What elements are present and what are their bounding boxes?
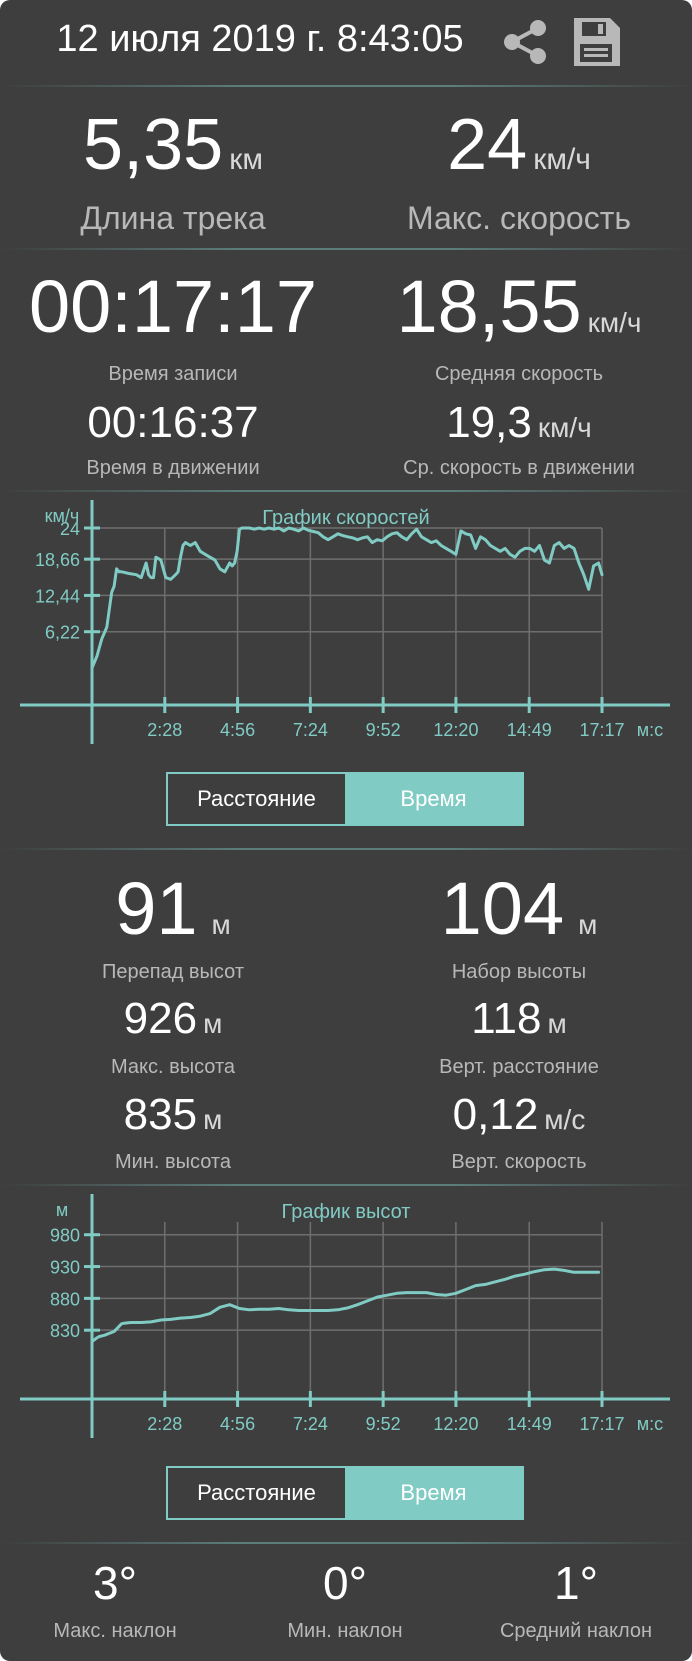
altitude-chart-time-button[interactable]: Время: [345, 1468, 522, 1518]
x-tick-label: 17:17: [579, 1414, 624, 1434]
divider: [0, 248, 692, 250]
series-line: [90, 526, 604, 670]
moving-avg-speed-stat: 19,3 км/ч: [346, 398, 692, 448]
max-altitude-label: Макс. высота: [110, 1056, 236, 1078]
x-tick-label: 14:49: [507, 1414, 552, 1434]
x-tick-label: 9:52: [366, 720, 401, 740]
x-tick-label: 4:56: [220, 720, 255, 740]
max-speed-label: Макс. скорость: [406, 200, 632, 236]
divider: [0, 848, 692, 850]
y-tick-label: 24: [60, 519, 80, 539]
moving-avg-speed-label: Ср. скорость в движении: [403, 457, 635, 479]
vertical-distance-label: Верт. расстояние: [439, 1056, 599, 1078]
x-tick-label: 12:20: [433, 1414, 478, 1434]
y-tick-label: 12,44: [35, 586, 80, 606]
max-speed-value: 24: [447, 105, 528, 185]
record-time-label: Время записи: [108, 363, 238, 385]
x-tick-label: 7:24: [293, 720, 328, 740]
avg-tilt-label: Средний наклон: [499, 1620, 653, 1642]
divider: [0, 85, 692, 87]
min-altitude-value: 835: [123, 1090, 198, 1139]
elevation-gain-label: Набор высоты: [451, 961, 587, 983]
y-tick-label: 880: [50, 1289, 80, 1309]
y-tick-label: 830: [50, 1321, 80, 1341]
divider: [0, 1184, 692, 1186]
avg-speed-unit: км/ч: [587, 307, 642, 338]
series-line: [90, 1267, 601, 1344]
floppy-disk-save-icon[interactable]: [568, 14, 624, 70]
altitude-chart-distance-button[interactable]: Расстояние: [197, 1480, 316, 1505]
elevation-diff-value: 91: [115, 867, 198, 950]
min-altitude-unit: м: [203, 1104, 223, 1135]
min-tilt-label: Мин. наклон: [287, 1620, 403, 1642]
speed-chart-distance-button[interactable]: Расстояние: [197, 786, 316, 811]
track-datetime-title: 12 июля 2019 г. 8:43:05: [56, 18, 464, 60]
elevation-gain-stat: 104 м: [346, 866, 692, 951]
vertical-distance-value: 118: [471, 994, 542, 1043]
speed-chart: 6,22 12,44 18,66 24 2:28 4:56 7:24 9:52 12:20 14:…: [20, 500, 670, 744]
max-tilt-value: 3°: [93, 1557, 137, 1609]
speed-chart-mode-toggle: Расстояние Время: [166, 772, 524, 826]
share-icon[interactable]: [498, 14, 554, 70]
x-tick-label: 12:20: [433, 720, 478, 740]
vertical-distance-unit: м: [547, 1008, 567, 1039]
vertical-speed-value: 0,12: [452, 1090, 539, 1139]
altitude-chart-mode-toggle: Расстояние Время: [166, 1466, 524, 1520]
elevation-gain-value: 104: [440, 867, 565, 950]
record-time-value: 00:17:17: [28, 265, 318, 348]
moving-time-label: Время в движении: [86, 457, 260, 479]
x-axis-unit-label: м:с: [637, 1414, 663, 1434]
max-speed-unit: км/ч: [533, 143, 591, 176]
elevation-diff-unit: м: [211, 909, 231, 940]
x-axis-unit-label: м:с: [637, 720, 663, 740]
chart-title: График высот: [282, 1201, 411, 1223]
divider: [0, 490, 692, 492]
divider: [0, 1542, 692, 1544]
x-tick-label: 17:17: [579, 720, 624, 740]
avg-tilt-value: 1°: [554, 1557, 598, 1609]
min-tilt-value: 0°: [323, 1557, 367, 1609]
x-tick-label: 2:28: [147, 1414, 182, 1434]
y-tick-label: 18,66: [35, 550, 80, 570]
altitude-chart: 830 880 930 980 2:28 4:56 7:24 9:52 12:20 14:49 17…: [20, 1194, 670, 1438]
x-tick-label: 9:52: [366, 1414, 401, 1434]
moving-avg-speed-unit: км/ч: [537, 412, 592, 443]
min-altitude-stat: 835 м: [0, 1090, 346, 1140]
track-length-value: 5,35: [83, 105, 224, 185]
elevation-diff-stat: 91 м: [0, 866, 346, 951]
chart-title: График скоростей: [262, 507, 429, 529]
moving-avg-speed-value: 19,3: [446, 398, 532, 447]
track-length-unit: км: [229, 143, 263, 176]
y-tick-label: 6,22: [45, 623, 80, 643]
x-tick-label: 2:28: [147, 720, 182, 740]
y-tick-label: 980: [50, 1226, 80, 1246]
speed-chart-time-button[interactable]: Время: [345, 774, 522, 824]
max-altitude-unit: м: [203, 1008, 223, 1039]
avg-speed-value: 18,55: [396, 265, 582, 348]
elevation-diff-label: Перепад высот: [102, 961, 244, 983]
y-axis-unit-label: км/ч: [45, 506, 80, 526]
vertical-distance-stat: 118 м: [346, 994, 692, 1044]
min-altitude-label: Мин. высота: [115, 1151, 231, 1173]
max-tilt-label: Макс. наклон: [53, 1620, 177, 1642]
vertical-speed-unit: м/с: [544, 1104, 586, 1135]
y-axis-unit-label: м: [56, 1200, 68, 1220]
max-altitude-value: 926: [123, 994, 198, 1043]
elevation-gain-unit: м: [578, 909, 598, 940]
track-length-label: Длина трека: [80, 200, 266, 236]
avg-speed-label: Средняя скорость: [434, 363, 604, 385]
max-speed-stat: 24 км/ч: [346, 104, 692, 186]
moving-time-value: 00:16:37: [87, 398, 259, 447]
vertical-speed-label: Верт. скорость: [451, 1151, 587, 1173]
max-altitude-stat: 926 м: [0, 994, 346, 1044]
avg-speed-stat: 18,55 км/ч: [346, 264, 692, 349]
x-tick-label: 4:56: [220, 1414, 255, 1434]
x-tick-label: 7:24: [293, 1414, 328, 1434]
y-tick-label: 930: [50, 1258, 80, 1278]
x-tick-label: 14:49: [507, 720, 552, 740]
track-length-stat: 5,35 км: [0, 104, 346, 186]
vertical-speed-stat: 0,12 м/с: [346, 1090, 692, 1140]
